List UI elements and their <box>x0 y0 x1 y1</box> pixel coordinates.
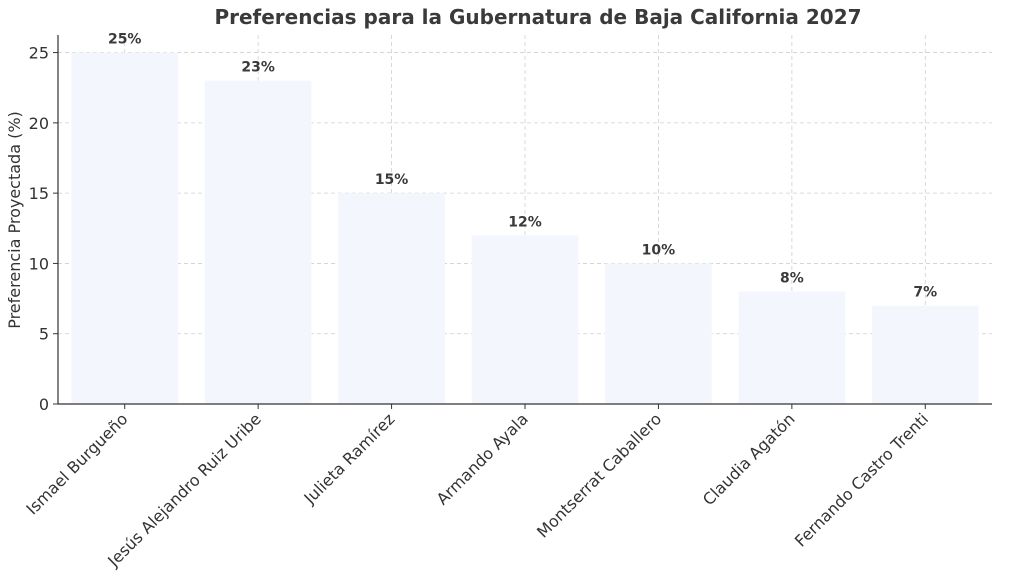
x-tick-label-2: Julieta Ramírez <box>300 409 399 508</box>
bar-6 <box>871 305 979 404</box>
bar-2 <box>338 193 445 404</box>
x-tick-label-3: Armando Ayala <box>433 409 532 508</box>
x-tick-label-5: Claudia Agatón <box>699 409 799 509</box>
data-label-6: 7% <box>913 285 937 301</box>
data-label-5: 8% <box>780 271 804 287</box>
y-tick-label-1: 5 <box>39 325 49 344</box>
y-tick-label-2: 10 <box>29 254 49 273</box>
bar-5 <box>738 291 846 404</box>
bar-1 <box>204 80 312 404</box>
data-label-1: 23% <box>241 60 275 76</box>
x-tick-label-6: Fernando Castro Trenti <box>791 409 932 550</box>
y-tick-labels: 0 5 10 15 20 25 <box>29 44 49 414</box>
y-axis-label: Preferencia Proyectada (%) <box>5 111 24 329</box>
bars <box>71 52 979 404</box>
data-label-0: 25% <box>108 32 142 48</box>
x-tick-label-0: Ismael Burgueño <box>22 409 131 518</box>
data-label-3: 12% <box>508 214 542 230</box>
y-tick-label-0: 0 <box>39 395 49 414</box>
bar-4 <box>605 263 712 404</box>
x-tick-label-1: Jesús Alejandro Ruiz Uribe <box>103 409 265 571</box>
bar-3 <box>471 235 579 404</box>
axes <box>53 35 992 409</box>
y-tick-label-5: 25 <box>29 44 49 63</box>
data-label-2: 15% <box>375 172 409 188</box>
y-tick-label-4: 20 <box>29 114 49 133</box>
data-label-4: 10% <box>642 242 676 258</box>
y-tick-label-3: 15 <box>29 184 49 203</box>
chart-title: Preferencias para la Gubernatura de Baja… <box>214 5 861 29</box>
data-labels: 25% 23% 15% 12% 10% 8% 7% <box>108 32 937 301</box>
x-tick-label-4: Montserrat Caballero <box>533 409 665 541</box>
bar-0 <box>71 52 179 404</box>
